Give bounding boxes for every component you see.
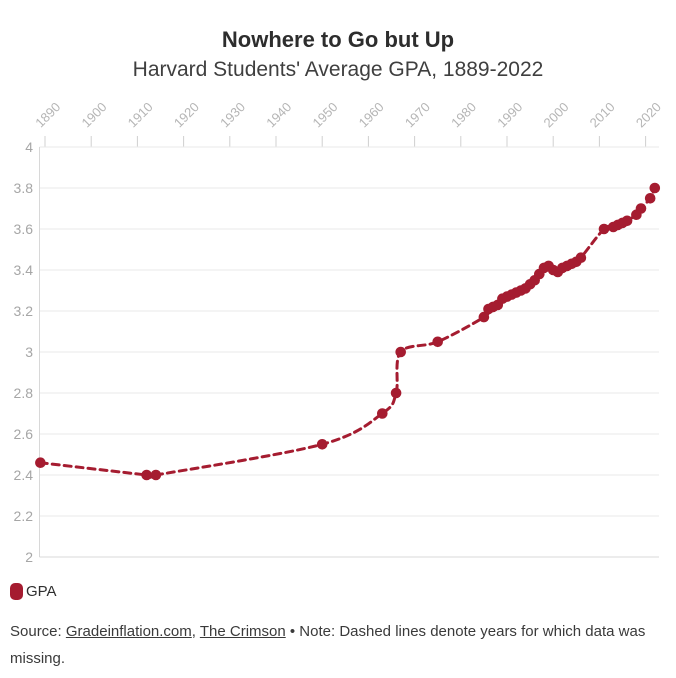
y-axis-tick-label: 2.2 (14, 508, 34, 524)
gpa-data-point (575, 252, 587, 263)
y-axis-tick-label: 2 (25, 549, 33, 565)
gpa-data-point (621, 215, 633, 227)
x-axis-tick-label: 1900 (78, 99, 109, 130)
x-axis-tick-label: 1890 (32, 99, 63, 130)
chart-subtitle: Harvard Students' Average GPA, 1889-2022 (132, 58, 544, 81)
source-separator: , (191, 623, 200, 640)
gpa-data-point (150, 469, 162, 481)
source-prefix: Source: (10, 623, 66, 640)
x-axis-tick-label: 1940 (263, 99, 294, 130)
x-axis-tick-label: 1960 (356, 99, 387, 130)
x-axis-tick-label: 1920 (171, 99, 202, 130)
source-note-text: • Note: Dashed lines denote years for wh… (10, 623, 646, 667)
gpa-data-point (432, 336, 444, 348)
x-axis-tick-label: 2010 (587, 99, 618, 130)
gpa-data-point (390, 387, 402, 399)
gpa-data-point (35, 457, 46, 469)
legend-label-gpa: GPA (26, 583, 57, 600)
gradeinflation-link[interactable]: Gradeinflation.com (65, 623, 192, 640)
gpa-data-point (478, 311, 490, 323)
gpa-data-point (141, 469, 152, 481)
x-axis-tick-label: 1970 (402, 99, 433, 130)
x-axis-tick-label: 2000 (540, 99, 571, 130)
gpa-data-point (377, 408, 388, 419)
gpa-data-point (598, 223, 610, 235)
gpa-data-point (316, 439, 328, 450)
gpa-data-point (644, 193, 656, 204)
x-axis-tick-label: 1990 (494, 99, 525, 130)
y-axis-tick-label: 2.8 (14, 385, 34, 401)
x-axis-tick-label: 1910 (125, 99, 156, 130)
gpa-data-point (649, 182, 661, 194)
gpa-data-point (635, 203, 647, 214)
y-axis-tick-label: 2.6 (14, 426, 34, 442)
x-axis-tick-label: 1980 (448, 99, 479, 130)
legend-swatch-gpa (10, 583, 23, 600)
y-axis-tick-label: 3.2 (14, 303, 34, 319)
the-crimson-link[interactable]: The Crimson (199, 623, 286, 640)
y-axis-tick-label: 2.4 (14, 467, 34, 483)
x-axis-tick-label: 1930 (217, 99, 248, 130)
y-axis-tick-label: 3.4 (14, 262, 34, 278)
x-axis-tick-label: 1950 (309, 99, 340, 130)
gpa-data-point (395, 346, 407, 358)
y-axis-tick-label: 3 (25, 344, 33, 360)
x-axis-tick-label: 2020 (633, 99, 664, 130)
legend: GPA (10, 583, 57, 600)
y-axis-tick-label: 4 (25, 139, 33, 155)
y-axis-tick-label: 3.6 (14, 221, 34, 237)
y-axis-tick-label: 3.8 (14, 180, 34, 196)
source-note: Source: Gradeinflation.com, The Crimson … (10, 618, 646, 672)
chart-title: Nowhere to Go but Up (221, 27, 455, 52)
